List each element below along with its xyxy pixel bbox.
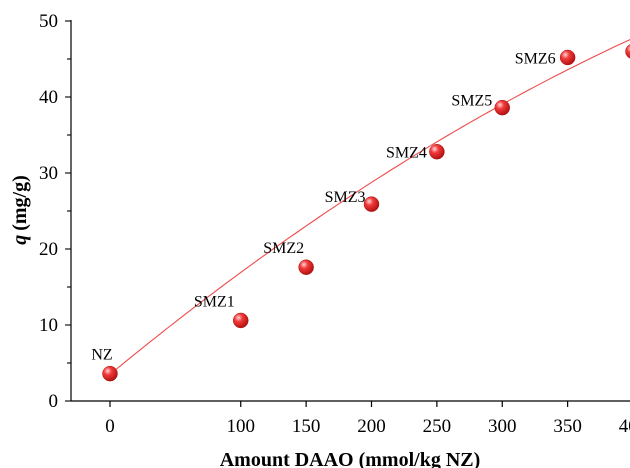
- point-label: NZ: [91, 347, 112, 364]
- y-axis-variable: q: [9, 235, 31, 245]
- data-point: [625, 44, 630, 59]
- y-tick-label: 40: [39, 87, 58, 108]
- data-point: [429, 143, 445, 160]
- point-label: SMZ5: [451, 93, 492, 110]
- x-tick-label: 250: [423, 416, 452, 437]
- data-point: [298, 259, 314, 275]
- data-point: [494, 99, 510, 116]
- fit-curve: [109, 38, 630, 375]
- data-point: [102, 365, 118, 382]
- data-point: [233, 312, 249, 329]
- x-ticks: 0 100 150 200 250 300 350 400: [105, 401, 630, 437]
- x-tick-label: 300: [488, 416, 517, 437]
- y-axis-unit: (mg/g): [9, 175, 31, 231]
- data-points: [102, 44, 630, 382]
- point-labels: NZSMZ1SMZ2SMZ3SMZ4SMZ5SMZ6SMZ7: [91, 26, 630, 363]
- data-point: [559, 49, 576, 66]
- y-tick-label: 20: [39, 239, 58, 260]
- y-tick-label: 0: [49, 391, 59, 412]
- point-label: SMZ1: [194, 293, 235, 310]
- x-tick-label: 100: [227, 416, 256, 437]
- y-ticks: 0 10 20 30 40 50: [39, 11, 71, 412]
- point-label: SMZ3: [325, 189, 366, 206]
- data-point: [363, 196, 380, 212]
- y-tick-label: 50: [39, 11, 58, 32]
- x-tick-label: 350: [553, 416, 582, 437]
- x-tick-label: 400: [619, 416, 630, 437]
- x-tick-label: 150: [292, 416, 321, 437]
- x-axis-title: Amount DAAO (mmol/kg NZ): [220, 449, 481, 468]
- y-tick-label: 10: [39, 315, 58, 336]
- axes: 0 100 150 200 250 300 350 400 0 10 20 30 40 50: [39, 11, 630, 437]
- y-axis-title: q (mg/g): [9, 175, 31, 245]
- point-label: SMZ4: [386, 145, 427, 162]
- point-label: SMZ6: [515, 50, 556, 67]
- point-label: SMZ2: [263, 240, 304, 257]
- y-tick-label: 30: [39, 163, 58, 184]
- x-tick-label: 0: [105, 416, 115, 437]
- x-tick-label: 200: [357, 416, 386, 437]
